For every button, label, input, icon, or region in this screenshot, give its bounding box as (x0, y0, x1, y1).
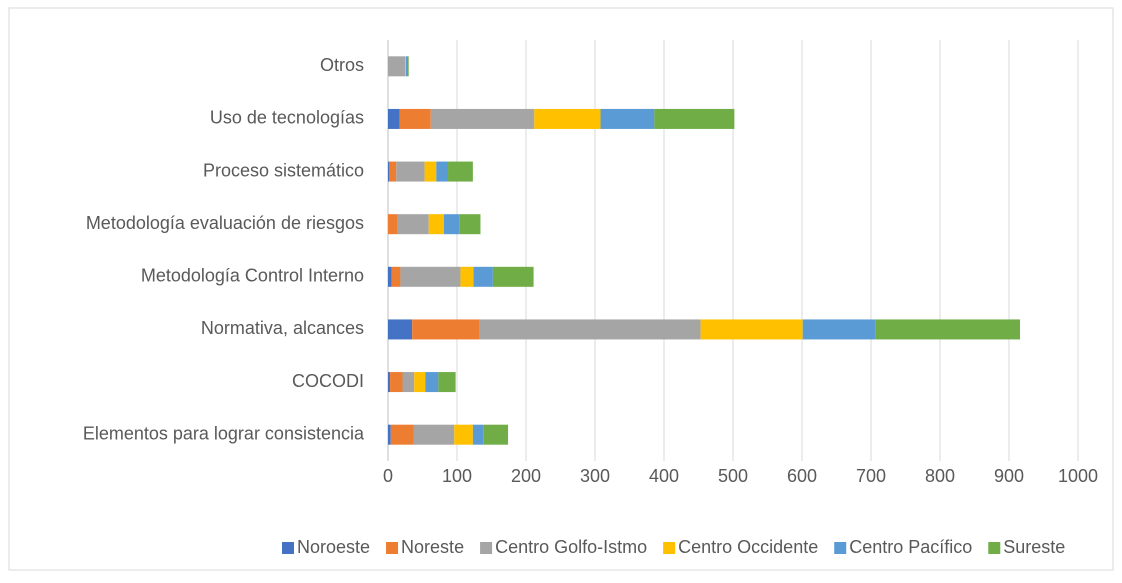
legend-label: Noroeste (297, 537, 370, 557)
legend-swatch (988, 542, 1001, 554)
x-tick-label: 300 (580, 466, 610, 486)
bar-segment (472, 424, 484, 445)
bar-segment (454, 424, 473, 445)
bar-segment (600, 108, 655, 129)
legend-label: Centro Occidente (678, 537, 818, 557)
bar-segment (473, 266, 493, 287)
legend-swatch (386, 542, 399, 554)
bar-segment (412, 319, 480, 340)
legend-swatch (663, 542, 676, 554)
legend-swatch (480, 542, 493, 554)
bar-segment (436, 161, 449, 182)
bar-segment (414, 372, 426, 393)
bar-segment (388, 266, 392, 287)
x-tick-label: 200 (511, 466, 541, 486)
bar-segment (443, 214, 460, 235)
bar-segment (413, 424, 455, 445)
bar-segment (460, 266, 474, 287)
x-tick-label: 1000 (1058, 466, 1098, 486)
bar-segment (388, 108, 400, 129)
legend-swatch (282, 542, 294, 554)
bar-segment (388, 214, 398, 235)
bar-segment (389, 161, 397, 182)
bar-segment (405, 56, 409, 77)
bar-segment (459, 214, 481, 235)
y-tick-label: Metodología Control Interno (141, 266, 364, 286)
bar-segment (390, 372, 403, 393)
x-tick-label: 500 (718, 466, 748, 486)
bar-segment (534, 108, 601, 129)
bar-segment (390, 424, 414, 445)
bar-segment (391, 266, 401, 287)
bar-segment (425, 372, 439, 393)
x-tick-label: 400 (649, 466, 679, 486)
legend-label: Sureste (1003, 537, 1065, 557)
bar-segment (399, 108, 431, 129)
y-tick-label: COCODI (292, 371, 364, 391)
bar-segment (654, 108, 735, 129)
bar-segment (700, 319, 803, 340)
bar-segment (428, 214, 444, 235)
bar-segment (400, 266, 461, 287)
x-tick-label: 100 (442, 466, 472, 486)
y-tick-label: Proceso sistemático (203, 160, 364, 180)
bar-segment (388, 424, 391, 445)
bar-segment (388, 319, 413, 340)
x-tick-label: 800 (925, 466, 955, 486)
bar-segment (802, 319, 876, 340)
x-tick-label: 700 (856, 466, 886, 486)
bar-segment (405, 56, 406, 77)
y-tick-label: Elementos para lograr consistencia (83, 423, 365, 443)
chart-border (8, 7, 1114, 571)
bar-segment (388, 56, 406, 77)
legend-swatch (834, 542, 847, 554)
y-tick-label: Normativa, alcances (201, 318, 364, 338)
bar-segment (388, 161, 390, 182)
bar-segment (448, 161, 473, 182)
bar-segment (438, 372, 456, 393)
bar-segment (396, 161, 425, 182)
legend-label: Noreste (401, 537, 464, 557)
bar-segment (483, 424, 509, 445)
bar-segment (388, 372, 391, 393)
legend-label: Centro Golfo-Istmo (495, 537, 647, 557)
x-tick-label: 0 (383, 466, 393, 486)
bar-segment (408, 56, 409, 77)
bar-segment (430, 108, 535, 129)
bar-segment (492, 266, 534, 287)
x-tick-label: 600 (787, 466, 817, 486)
bar-segment (424, 161, 437, 182)
y-tick-label: Otros (320, 55, 364, 75)
y-tick-label: Uso de tecnologías (210, 108, 364, 128)
bar-segment (875, 319, 1021, 340)
x-tick-label: 900 (994, 466, 1024, 486)
y-tick-label: Metodología evaluación de riesgos (86, 213, 364, 233)
legend-label: Centro Pacífico (849, 537, 972, 557)
bar-segment (402, 372, 415, 393)
bar-segment (479, 319, 701, 340)
bar-segment (397, 214, 429, 235)
